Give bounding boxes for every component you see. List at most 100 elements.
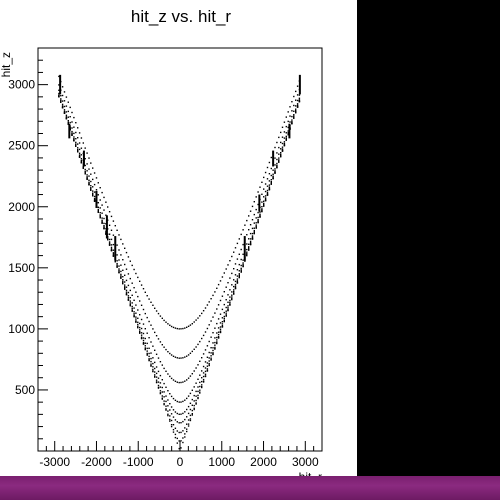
data-point xyxy=(118,265,120,267)
data-point xyxy=(150,341,152,343)
data-point xyxy=(99,199,101,201)
data-point xyxy=(225,314,227,316)
data-point xyxy=(165,348,167,351)
data-point xyxy=(146,295,148,297)
data-point xyxy=(80,147,83,149)
data-point xyxy=(159,341,162,343)
data-point xyxy=(253,222,255,224)
data-point xyxy=(84,147,86,149)
data-point xyxy=(167,413,169,415)
data-point xyxy=(201,380,203,383)
data-point xyxy=(118,249,120,251)
data-point xyxy=(140,304,143,306)
data-point xyxy=(129,297,131,299)
data-point xyxy=(178,413,180,415)
data-point xyxy=(270,156,272,159)
data-point xyxy=(99,214,101,216)
data-point xyxy=(225,312,227,314)
data-point xyxy=(169,324,171,326)
data-point xyxy=(124,247,126,249)
data-point xyxy=(176,412,178,415)
data-point xyxy=(298,94,301,96)
data-point xyxy=(65,96,68,98)
data-point xyxy=(67,101,69,103)
data-point xyxy=(105,232,107,235)
data-point xyxy=(131,307,133,310)
data-point xyxy=(197,364,199,366)
data-point xyxy=(170,395,173,398)
data-point xyxy=(92,178,94,181)
data-point xyxy=(216,287,218,289)
data-point xyxy=(82,142,84,144)
data-point xyxy=(129,260,131,262)
data-point xyxy=(251,205,254,208)
data-point xyxy=(206,362,209,364)
data-point xyxy=(135,291,137,293)
data-point xyxy=(80,161,83,163)
data-point xyxy=(229,277,231,279)
data-point xyxy=(152,370,154,372)
data-point xyxy=(217,335,220,338)
data-point xyxy=(240,264,242,267)
data-point xyxy=(144,348,146,350)
data-point xyxy=(221,295,224,297)
data-point xyxy=(131,305,133,308)
data-point xyxy=(276,165,278,167)
data-point xyxy=(266,189,269,192)
data-point xyxy=(253,213,255,216)
data-point xyxy=(161,317,163,319)
data-point xyxy=(170,424,173,426)
data-point xyxy=(67,110,69,113)
data-point xyxy=(264,190,267,193)
data-point xyxy=(161,391,163,393)
data-point xyxy=(255,196,257,198)
data-point xyxy=(167,390,169,392)
data-point xyxy=(135,320,137,322)
data-point xyxy=(71,130,73,133)
data-point xyxy=(118,269,120,272)
data-point xyxy=(157,384,160,387)
data-point xyxy=(137,309,139,311)
data-point xyxy=(120,275,122,277)
data-point xyxy=(263,196,265,198)
data-point xyxy=(65,116,68,118)
data-point xyxy=(58,75,60,78)
data-point xyxy=(73,126,75,128)
data-point xyxy=(195,395,197,397)
data-point xyxy=(176,381,178,383)
data-point xyxy=(189,402,192,404)
data-point xyxy=(178,431,180,434)
data-point xyxy=(71,134,73,136)
data-point xyxy=(182,412,184,415)
data-point xyxy=(217,336,220,339)
data-point xyxy=(193,400,195,402)
data-point xyxy=(199,389,201,391)
data-point xyxy=(120,238,122,241)
data-point xyxy=(197,397,199,400)
data-point xyxy=(233,268,235,270)
data-point xyxy=(199,392,201,394)
data-point xyxy=(154,374,156,376)
data-point xyxy=(199,360,201,362)
data-point xyxy=(131,302,133,304)
data-point xyxy=(191,373,193,375)
data-point xyxy=(259,215,261,218)
data-point xyxy=(264,197,267,199)
data-point xyxy=(234,286,237,289)
data-point xyxy=(174,436,177,439)
data-point xyxy=(248,248,250,250)
data-point xyxy=(180,431,182,434)
data-point xyxy=(108,238,111,241)
data-point xyxy=(170,419,173,422)
data-point xyxy=(231,297,233,300)
data-point xyxy=(110,238,113,241)
data-point xyxy=(88,179,90,181)
data-point xyxy=(216,336,218,339)
data-point xyxy=(229,296,231,298)
data-point xyxy=(146,350,148,352)
bottom-bar xyxy=(0,476,500,500)
data-point xyxy=(195,403,197,405)
data-point xyxy=(108,224,111,226)
data-point xyxy=(278,136,280,139)
data-point xyxy=(283,131,286,133)
